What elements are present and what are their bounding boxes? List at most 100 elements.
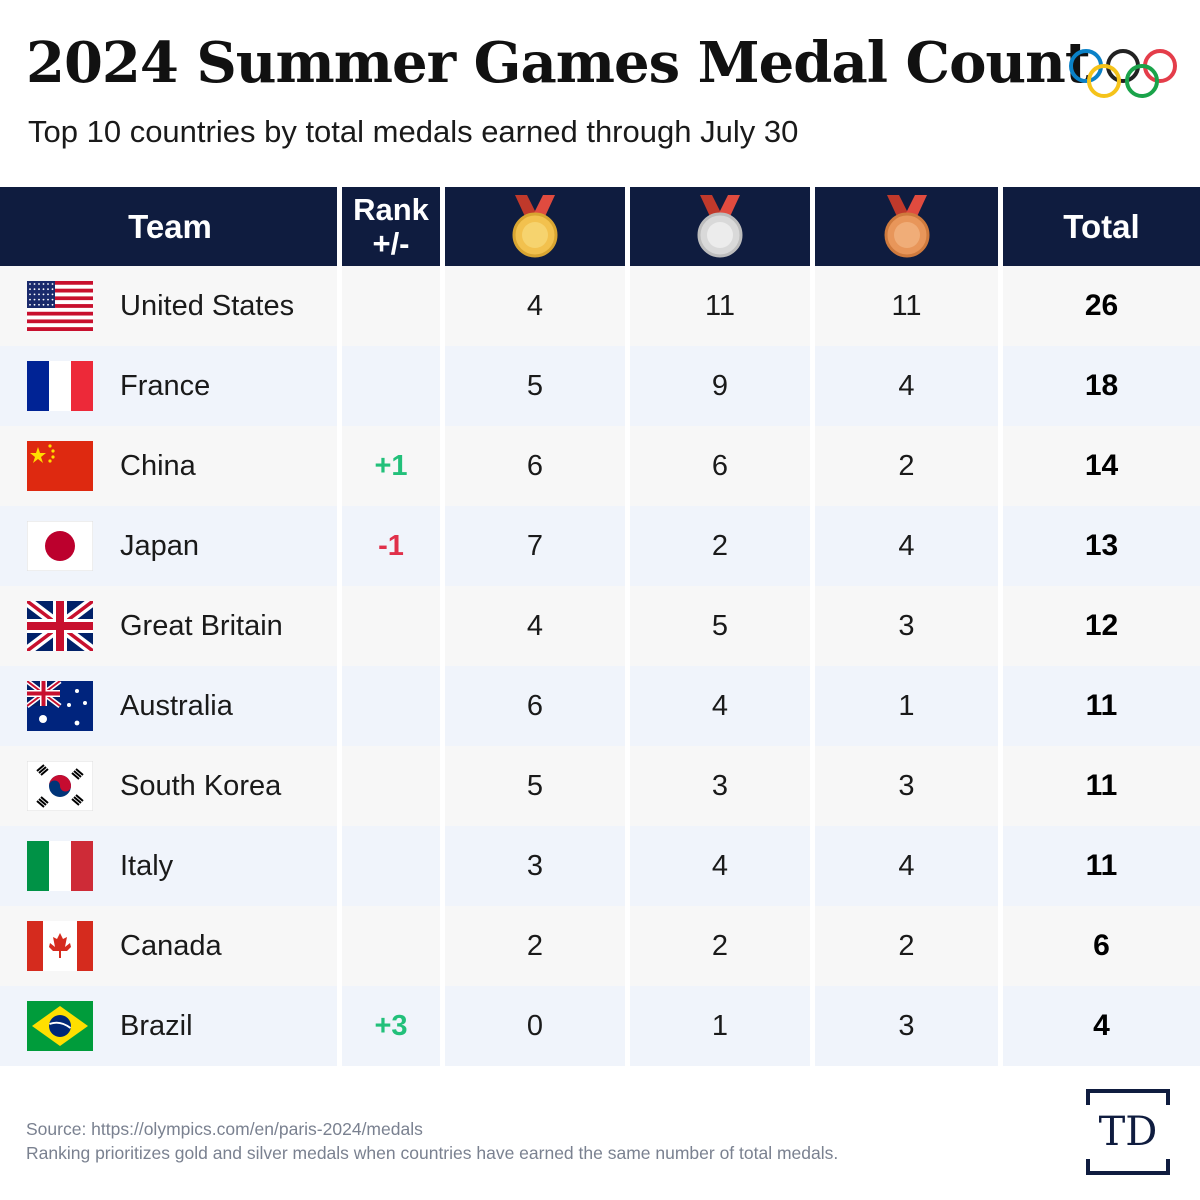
italy-flag-icon <box>27 841 93 891</box>
team-name: Australia <box>120 689 233 722</box>
total-count: 26 <box>1084 289 1119 322</box>
usa-flag-icon <box>27 281 93 331</box>
rank-change <box>342 906 440 986</box>
bronze-count: 1 <box>898 689 915 722</box>
total-count: 4 <box>1093 1009 1110 1042</box>
bronze-count: 4 <box>898 529 915 562</box>
team-name: France <box>120 369 211 402</box>
silver-count: 4 <box>711 849 729 882</box>
gold-count: 4 <box>526 609 544 642</box>
gold-count: 7 <box>526 529 544 562</box>
table-row: Australia 6 4 1 11 <box>0 666 1200 746</box>
silver-count: 1 <box>711 1009 729 1042</box>
td-logo-icon: TD <box>1086 1089 1170 1175</box>
silver-count: 9 <box>711 369 729 402</box>
table-row: China +1 6 6 2 14 <box>0 426 1200 506</box>
table-header: Team Rank +/- <box>0 187 1200 266</box>
gold-count: 6 <box>526 449 544 482</box>
header-gold <box>445 187 625 266</box>
silver-count: 2 <box>711 929 729 962</box>
rank-change <box>342 666 440 746</box>
gold-medal-icon <box>512 194 558 257</box>
rank-change: +3 <box>374 1009 408 1042</box>
header-rank-sign: +/- <box>372 225 410 261</box>
silver-medal-icon <box>697 194 743 257</box>
great-britain-flag-icon <box>27 601 93 651</box>
rank-change <box>342 826 440 906</box>
footer-source: Source: https://olympics.com/en/paris-20… <box>26 1119 423 1139</box>
gold-count: 5 <box>526 369 544 402</box>
table-row: France 5 9 4 18 <box>0 346 1200 426</box>
header-team: Team <box>128 207 212 245</box>
table-row: South Korea 5 3 3 11 <box>0 746 1200 826</box>
south-korea-flag-icon <box>27 761 93 811</box>
gold-count: 6 <box>526 689 544 722</box>
rank-change: -1 <box>378 529 404 562</box>
total-count: 11 <box>1085 689 1118 722</box>
total-count: 14 <box>1084 449 1119 482</box>
rank-change <box>342 586 440 666</box>
header-bronze <box>815 187 998 266</box>
bronze-count: 4 <box>898 369 915 402</box>
team-name: United States <box>120 289 295 322</box>
total-count: 6 <box>1093 929 1110 962</box>
bronze-count: 3 <box>898 769 915 802</box>
bronze-count: 3 <box>898 1009 915 1042</box>
team-name: Japan <box>120 529 200 562</box>
total-count: 11 <box>1085 849 1118 882</box>
table-row: Brazil +3 0 1 3 4 <box>0 986 1200 1066</box>
table-row: Canada 2 2 2 6 <box>0 906 1200 986</box>
header-total: Total <box>1063 207 1140 245</box>
bronze-count: 4 <box>898 849 915 882</box>
gold-count: 5 <box>526 769 544 802</box>
japan-flag-icon <box>27 521 93 571</box>
team-name: Canada <box>120 929 222 962</box>
total-count: 13 <box>1084 529 1119 562</box>
total-count: 11 <box>1085 769 1118 802</box>
footer-note: Ranking prioritizes gold and silver meda… <box>26 1143 839 1163</box>
silver-count: 2 <box>711 529 729 562</box>
silver-count: 6 <box>711 449 729 482</box>
silver-count: 11 <box>704 289 736 322</box>
gold-count: 2 <box>526 929 544 962</box>
team-name: South Korea <box>120 769 282 802</box>
silver-count: 5 <box>711 609 729 642</box>
silver-count: 4 <box>711 689 729 722</box>
olympic-rings-icon <box>1069 49 1177 98</box>
header-silver <box>630 187 810 266</box>
gold-count: 0 <box>526 1009 544 1042</box>
brazil-flag-icon <box>27 1001 93 1051</box>
bronze-count: 2 <box>898 449 915 482</box>
australia-flag-icon <box>27 681 93 731</box>
total-count: 18 <box>1084 369 1119 402</box>
silver-count: 3 <box>711 769 729 802</box>
header-rank-label: Rank <box>353 191 429 227</box>
rank-change: +1 <box>374 449 408 482</box>
medal-table: Team Rank +/- <box>0 187 1200 1066</box>
team-name: Great Britain <box>120 609 283 642</box>
total-count: 12 <box>1084 609 1119 642</box>
team-name: Brazil <box>120 1009 193 1042</box>
china-flag-icon <box>27 441 93 491</box>
table-body: United States 4 11 11 26 France 5 9 4 18… <box>0 266 1200 1066</box>
canada-flag-icon <box>27 921 93 971</box>
bronze-count: 11 <box>891 289 922 322</box>
bronze-medal-icon <box>884 194 929 257</box>
table-row: United States 4 11 11 26 <box>0 266 1200 346</box>
table-row: Great Britain 4 5 3 12 <box>0 586 1200 666</box>
bronze-count: 3 <box>898 609 915 642</box>
france-flag-icon <box>27 361 93 411</box>
rank-change <box>342 346 440 426</box>
team-name: China <box>120 449 196 482</box>
logo-text: TD <box>1098 1109 1158 1155</box>
gold-count: 3 <box>526 849 544 882</box>
bronze-count: 2 <box>898 929 915 962</box>
team-name: Italy <box>120 849 174 882</box>
rank-change <box>342 266 440 346</box>
rank-change <box>342 746 440 826</box>
gold-count: 4 <box>526 289 544 322</box>
table-row: Italy 3 4 4 11 <box>0 826 1200 906</box>
page-title: 2024 Summer Games Medal Count <box>26 30 1091 96</box>
table-row: Japan -1 7 2 4 13 <box>0 506 1200 586</box>
header-rank-change: Rank +/- <box>342 187 440 266</box>
